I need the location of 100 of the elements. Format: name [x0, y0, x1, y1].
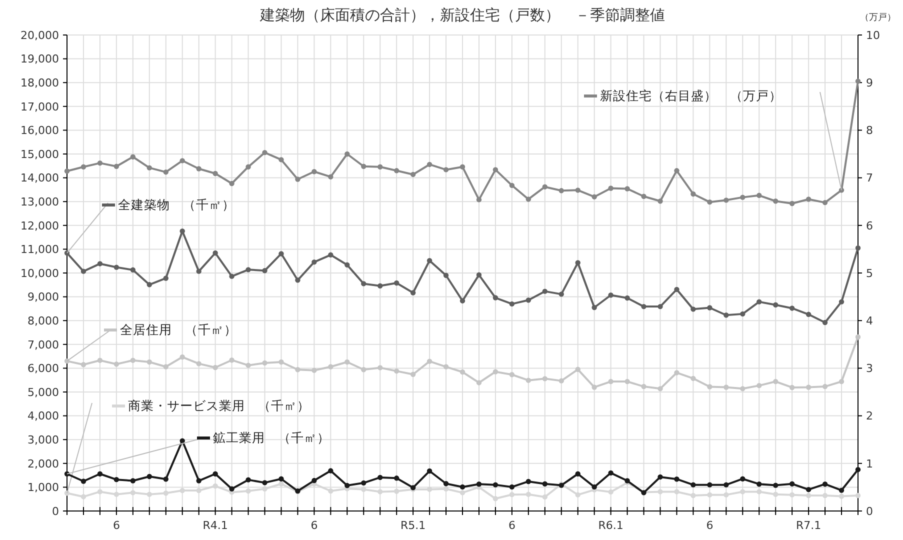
- point: [80, 494, 86, 500]
- point: [707, 199, 712, 205]
- x-tick-label: 6: [310, 519, 318, 532]
- point: [542, 184, 548, 190]
- point: [196, 166, 202, 172]
- point: [460, 164, 466, 170]
- point: [789, 306, 795, 311]
- legend-label: 商業・サービス業用 （千㎡）: [128, 398, 310, 413]
- point: [344, 151, 350, 157]
- y2-tick-label: 4: [866, 314, 873, 328]
- point: [624, 186, 630, 192]
- point: [724, 384, 729, 390]
- point: [278, 157, 284, 162]
- point: [278, 251, 284, 256]
- point: [855, 466, 861, 472]
- point: [641, 304, 646, 310]
- point: [196, 361, 202, 366]
- point: [246, 362, 251, 368]
- point: [97, 471, 103, 476]
- point: [558, 292, 564, 297]
- legend-label: 全建築物 （千㎡）: [118, 197, 235, 212]
- point: [707, 305, 712, 310]
- point: [608, 470, 614, 476]
- point: [328, 468, 334, 474]
- point: [246, 164, 251, 170]
- point: [773, 482, 778, 488]
- x-tick-label: R5.1: [400, 519, 426, 532]
- point: [822, 384, 828, 390]
- point: [526, 196, 532, 202]
- point: [855, 78, 861, 84]
- point: [97, 358, 103, 363]
- point: [394, 488, 400, 494]
- point: [658, 489, 663, 494]
- point: [674, 286, 680, 292]
- point: [756, 192, 762, 198]
- point: [492, 496, 498, 502]
- point: [328, 174, 334, 180]
- point: [724, 312, 729, 318]
- legend-label: 鉱工業用 （千㎡）: [213, 430, 330, 445]
- point: [361, 164, 366, 169]
- point: [196, 268, 202, 274]
- point: [526, 478, 532, 484]
- point: [608, 186, 614, 191]
- point: [641, 194, 646, 199]
- point: [378, 489, 383, 494]
- point: [410, 172, 416, 178]
- point: [163, 276, 168, 281]
- point: [492, 369, 498, 374]
- y2-tick-label: 7: [866, 172, 873, 185]
- point: [773, 302, 778, 308]
- point: [592, 384, 597, 390]
- point: [80, 268, 86, 274]
- point: [426, 468, 432, 474]
- point: [558, 188, 564, 194]
- point: [443, 486, 449, 492]
- point: [608, 489, 614, 495]
- point: [229, 274, 234, 279]
- point: [246, 267, 251, 272]
- point: [806, 312, 812, 318]
- x-tick-label: R4.1: [202, 519, 228, 532]
- point: [378, 164, 383, 170]
- x-tick-label: 6: [112, 519, 120, 532]
- point: [378, 283, 383, 288]
- point: [130, 358, 136, 363]
- point: [558, 378, 564, 384]
- point: [658, 198, 663, 204]
- point: [80, 164, 86, 170]
- point: [806, 196, 812, 202]
- point: [163, 169, 168, 175]
- point: [509, 484, 515, 490]
- point: [855, 334, 861, 340]
- point: [707, 482, 712, 488]
- point: [130, 478, 136, 484]
- point: [312, 368, 317, 373]
- point: [773, 198, 778, 204]
- y2-axis-title: （万戸）: [860, 13, 896, 23]
- point: [394, 368, 400, 374]
- y-tick-label: 20,000: [20, 28, 59, 42]
- point: [443, 481, 449, 486]
- y-tick-label: 17,000: [20, 100, 59, 114]
- point: [460, 369, 466, 375]
- point: [838, 488, 844, 493]
- point: [740, 476, 746, 482]
- point: [229, 180, 234, 186]
- point: [592, 304, 597, 310]
- point: [674, 168, 680, 174]
- point: [789, 492, 795, 498]
- point: [378, 365, 383, 370]
- point: [344, 359, 350, 365]
- point: [724, 492, 729, 498]
- point: [114, 476, 120, 482]
- point: [476, 197, 482, 202]
- x-tick-label: R7.1: [796, 519, 822, 532]
- point: [542, 376, 548, 382]
- point: [460, 298, 466, 304]
- point: [426, 162, 432, 168]
- point: [707, 492, 712, 498]
- point: [789, 384, 795, 390]
- y-tick-label: 5,000: [28, 386, 59, 399]
- point: [146, 282, 152, 288]
